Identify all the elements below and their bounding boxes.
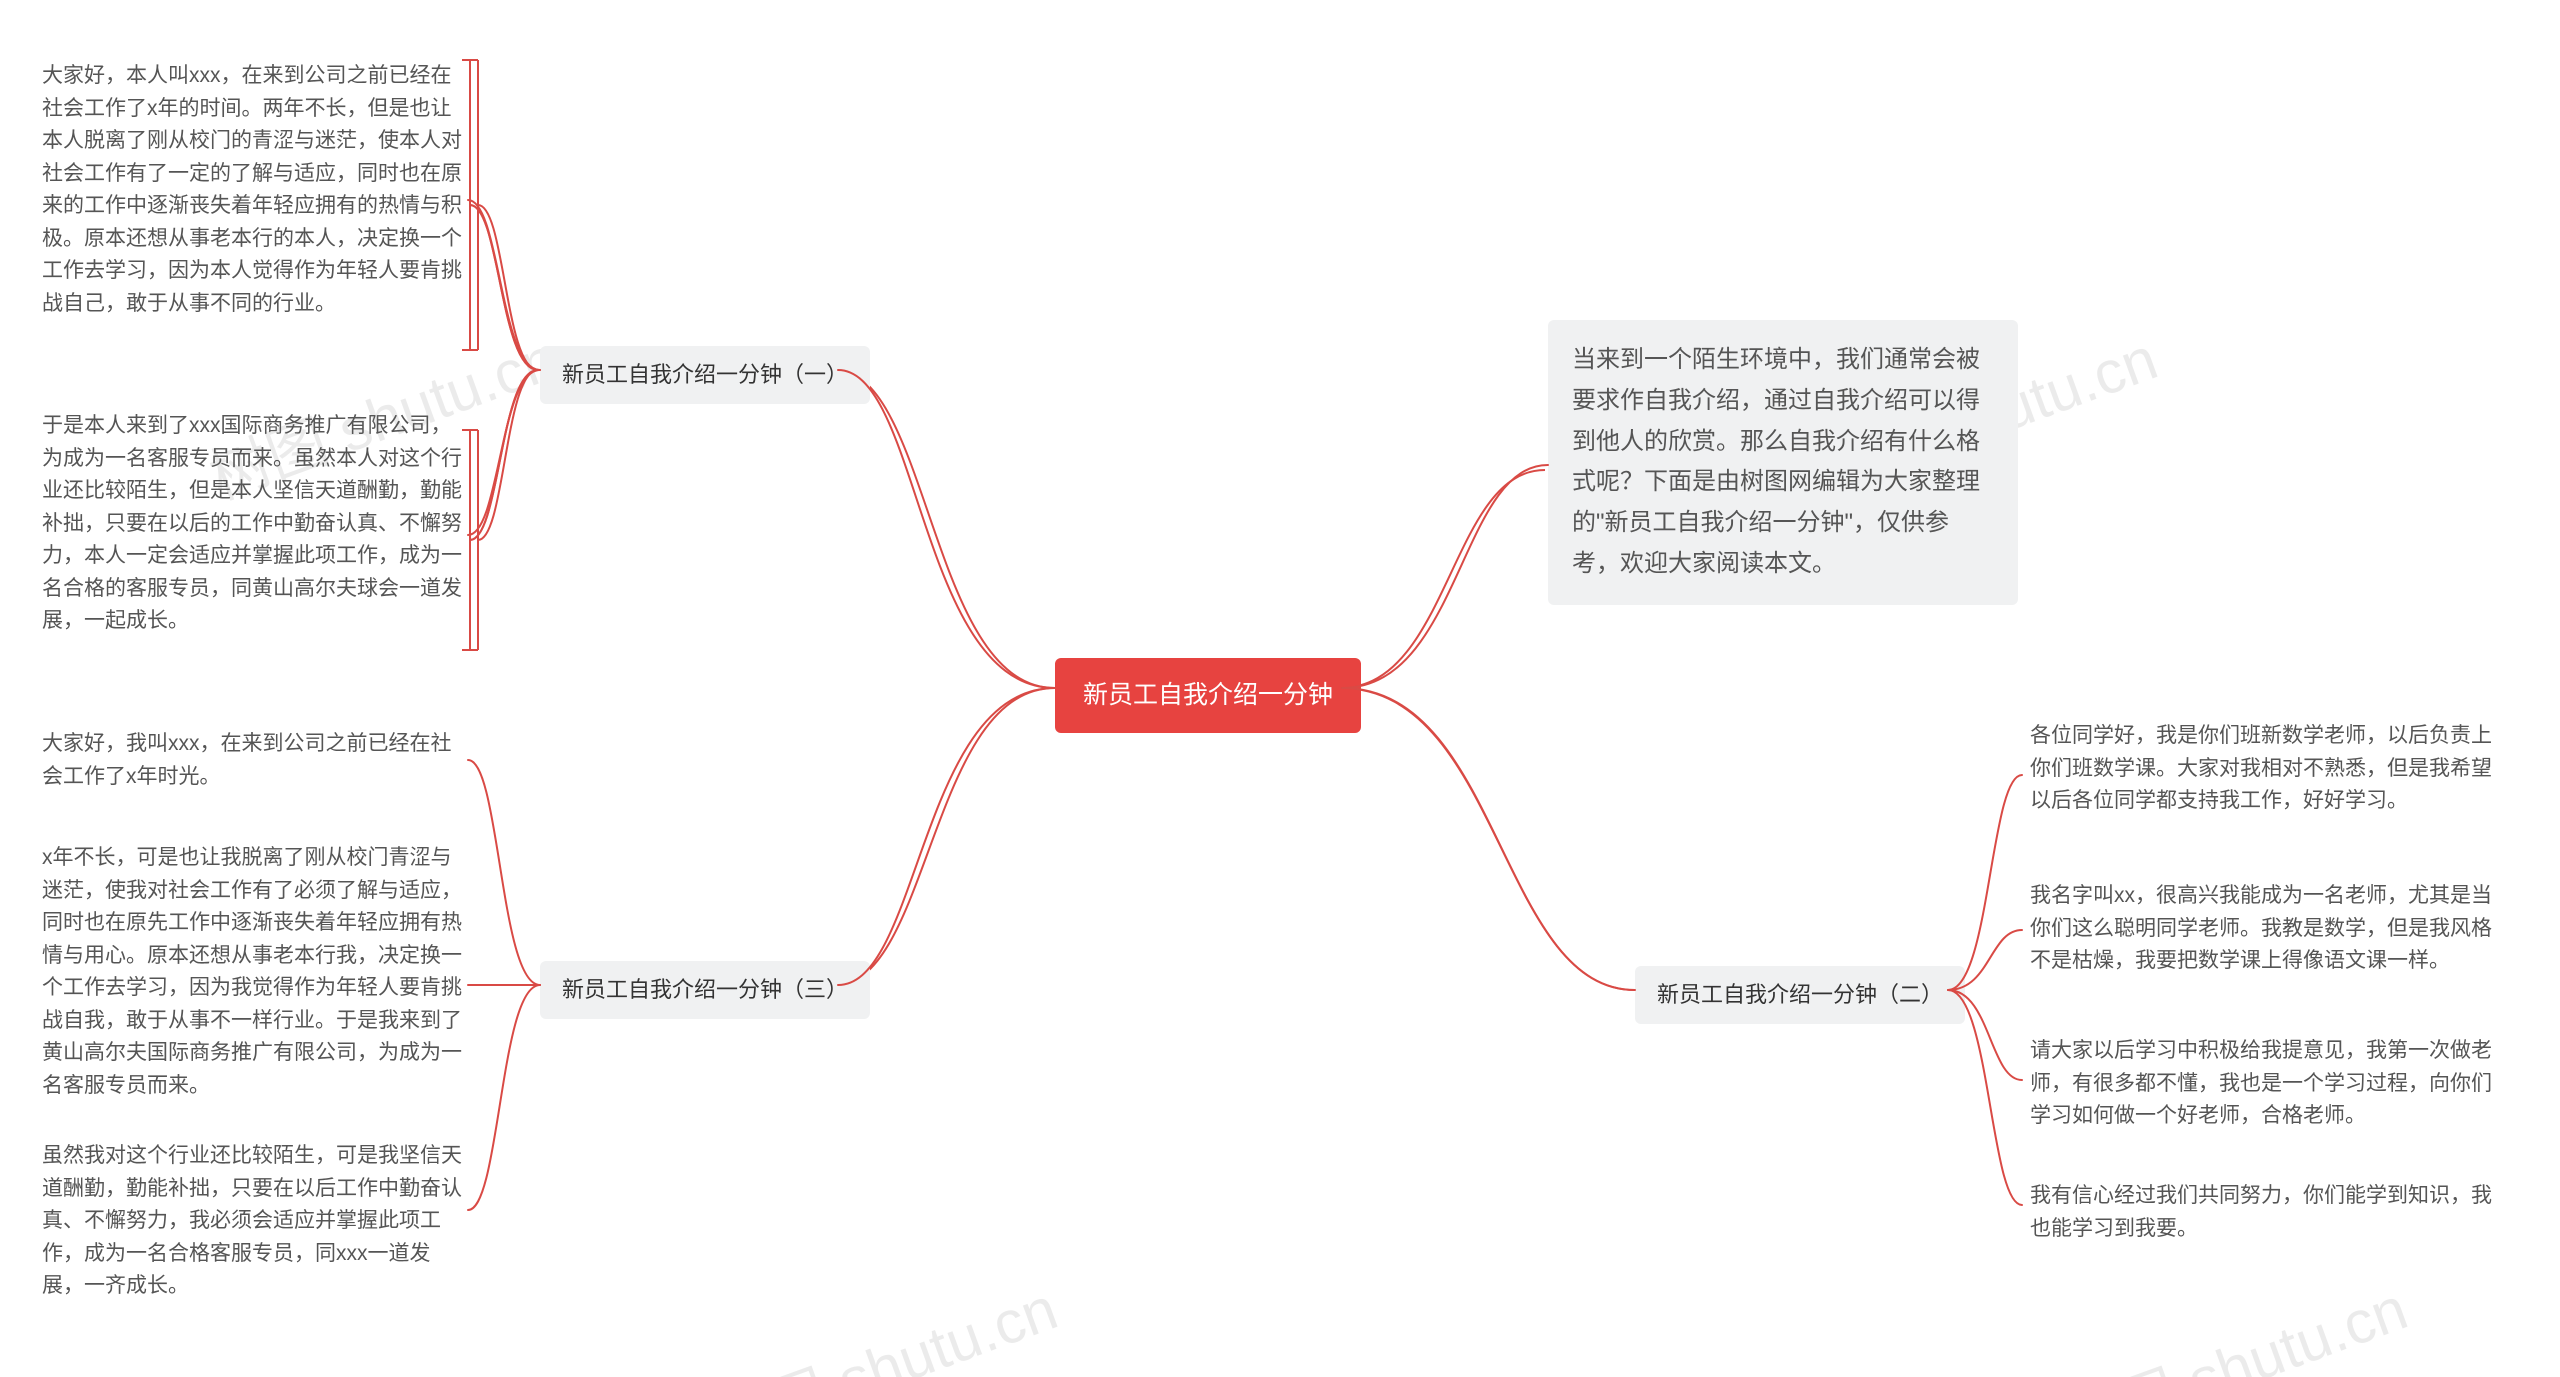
branch-one-leaf: 大家好，本人叫xxx，在来到公司之前已经在社会工作了x年的时间。两年不长，但是也… [42,60,462,320]
branch-three-leaf: 大家好，我叫xxx，在来到公司之前已经在社会工作了x年时光。 [42,728,462,793]
center-node[interactable]: 新员工自我介绍一分钟 [1055,658,1361,733]
branch-two-leaf: 我有信心经过我们共同努力，你们能学到知识，我也能学习到我要。 [2030,1180,2510,1245]
mindmap-canvas: 树图 shutu.cn 树图 shutu.cn 树图 shutu.cn 树图 s… [0,0,2560,1377]
branch-three-leaf: 虽然我对这个行业还比较陌生，可是我坚信天道酬勤，勤能补拙，只要在以后工作中勤奋认… [42,1140,462,1303]
branch-three-leaf: x年不长，可是也让我脱离了刚从校门青涩与迷茫，使我对社会工作有了必须了解与适应，… [42,842,462,1102]
branch-two-leaf: 我名字叫xx，很高兴我能成为一名老师，尤其是当你们这么聪明同学老师。我教是数学，… [2030,880,2510,978]
watermark: 树图 shutu.cn [696,1260,1067,1377]
branch-two-leaf: 各位同学好，我是你们班新数学老师，以后负责上你们班数学课。大家对我相对不熟悉，但… [2030,720,2510,818]
intro-node: 当来到一个陌生环境中，我们通常会被要求作自我介绍，通过自我介绍可以得到他人的欣赏… [1548,320,2018,605]
branch-two[interactable]: 新员工自我介绍一分钟（二） [1635,966,1965,1024]
branch-one-leaf: 于是本人来到了xxx国际商务推广有限公司，为成为一名客服专员而来。虽然本人对这个… [42,410,462,638]
branch-three[interactable]: 新员工自我介绍一分钟（三） [540,961,870,1019]
branch-one[interactable]: 新员工自我介绍一分钟（一） [540,346,870,404]
branch-two-leaf: 请大家以后学习中积极给我提意见，我第一次做老师，有很多都不懂，我也是一个学习过程… [2030,1035,2510,1133]
watermark: 树图 shutu.cn [2046,1260,2417,1377]
